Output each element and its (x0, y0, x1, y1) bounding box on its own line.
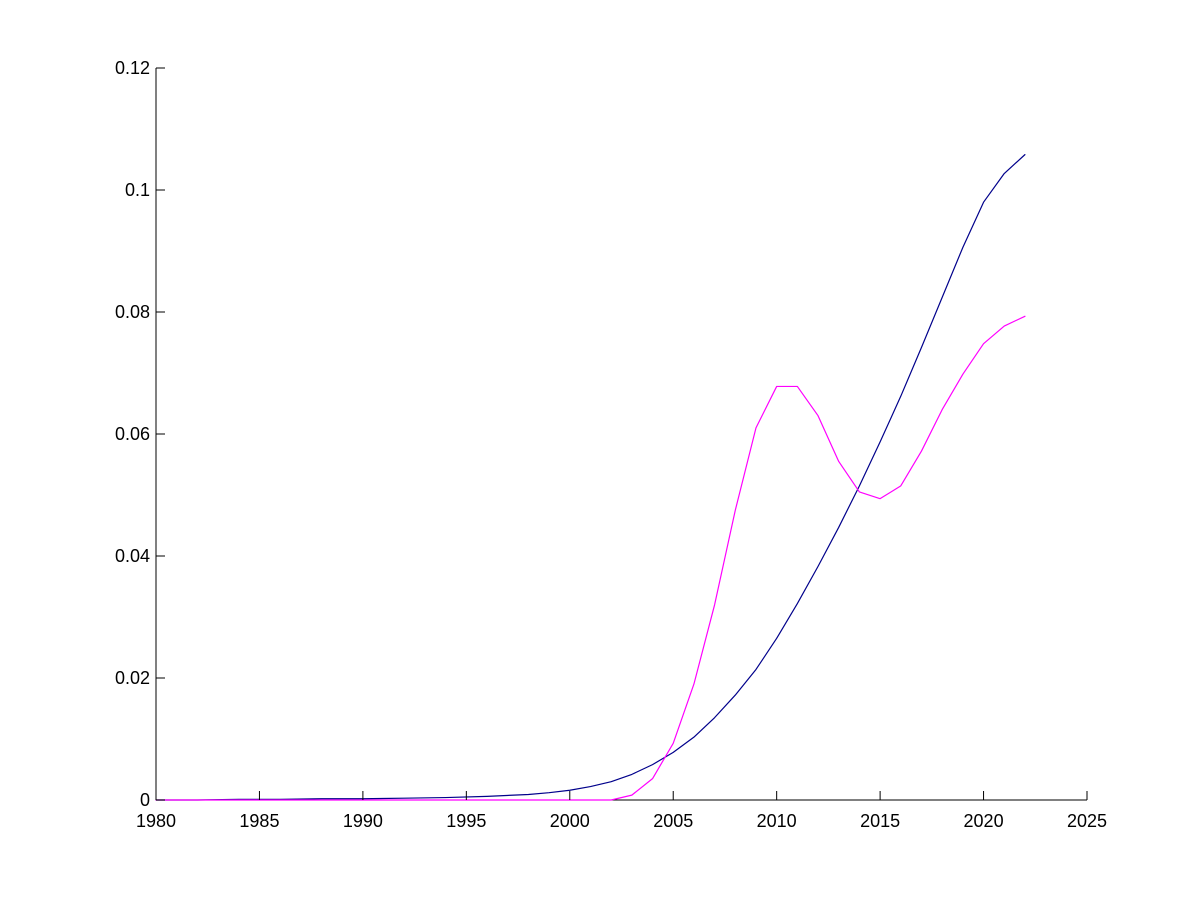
x-tick-label: 2000 (550, 811, 590, 831)
y-tick-label: 0.02 (115, 668, 150, 688)
x-tick-label: 1985 (239, 811, 279, 831)
x-tick-label: 1980 (136, 811, 176, 831)
series-line-2 (155, 315, 1026, 801)
y-tick-label: 0.1 (125, 180, 150, 200)
y-tick-label: 0.08 (115, 302, 150, 322)
x-tick-label: 2015 (860, 811, 900, 831)
y-tick-label: 0.04 (115, 546, 150, 566)
y-tick-label: 0.12 (115, 58, 150, 78)
y-tick-label: 0.06 (115, 424, 150, 444)
x-tick-label: 1990 (343, 811, 383, 831)
x-tick-label: 1995 (446, 811, 486, 831)
tick-layer: 1980 1985 1990 1995 2000 2005 2010 2015 2020 2025… (115, 58, 1107, 831)
series-layer (155, 154, 1026, 801)
series-line-1 (155, 154, 1026, 801)
x-tick-label: 2005 (653, 811, 693, 831)
chart-axes (155, 68, 1087, 801)
y-tick-label: 0 (140, 790, 150, 810)
x-tick-label: 2010 (757, 811, 797, 831)
x-tick-label: 2025 (1067, 811, 1107, 831)
x-tick-label: 2020 (964, 811, 1004, 831)
